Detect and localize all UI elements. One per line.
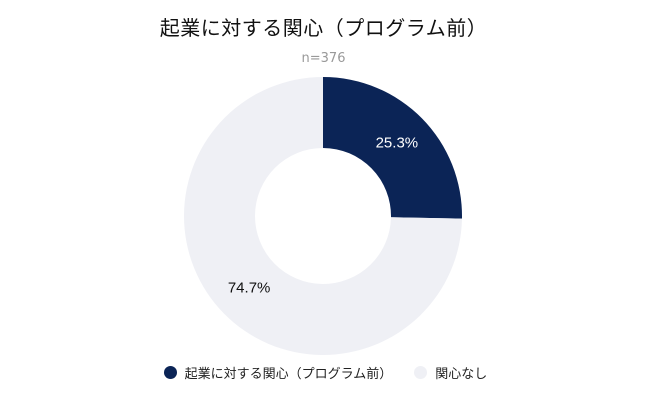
legend-swatch-interest <box>163 366 177 379</box>
legend: 起業に対する関心（プログラム前） 関心なし <box>0 363 647 382</box>
slice-label-1: 74.7% <box>228 279 271 296</box>
legend-label-interest: 起業に対する関心（プログラム前） <box>184 367 393 382</box>
legend-item-no-interest[interactable]: 関心なし <box>414 363 487 382</box>
donut-slice-1 <box>184 77 462 355</box>
slice-label-0: 25.3% <box>376 134 419 151</box>
legend-swatch-no-interest <box>414 366 428 379</box>
chart-title: 起業に対する関心（プログラム前） <box>159 16 488 40</box>
donut-chart: 25.3% 74.7% <box>184 77 462 355</box>
slice-labels-group: 25.3% 74.7% <box>228 134 418 296</box>
donut-slice-0 <box>323 77 462 219</box>
legend-label-no-interest: 関心なし <box>435 367 488 382</box>
chart-subtitle: n=376 <box>301 51 346 66</box>
slices-group <box>184 77 462 355</box>
legend-item-interest[interactable]: 起業に対する関心（プログラム前） <box>163 363 393 382</box>
